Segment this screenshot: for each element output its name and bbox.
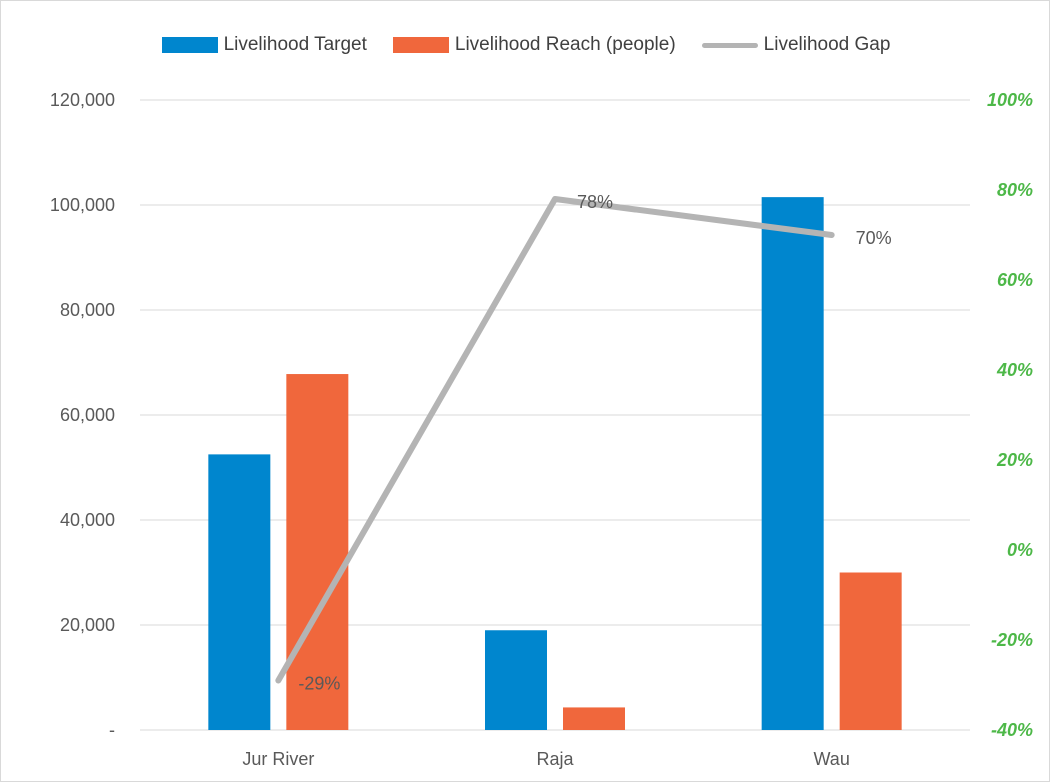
bar-target <box>485 630 547 730</box>
y-right-tick-label: 100% <box>987 90 1033 110</box>
y-left-tick-label: 20,000 <box>60 615 115 635</box>
legend-label-target: Livelihood Target <box>223 34 367 55</box>
bar-reach <box>839 572 902 730</box>
line-gap-data-label: 70% <box>856 228 892 248</box>
y-right-tick-label: 0% <box>1007 540 1033 560</box>
y-right-tick-label: 20% <box>996 450 1033 470</box>
line-gap <box>275 196 835 684</box>
y-left-tick-label: 120,000 <box>50 90 115 110</box>
legend-label-gap: Livelihood Gap <box>763 34 891 55</box>
y-left-tick-label: 80,000 <box>60 300 115 320</box>
y-left-tick-label: 40,000 <box>60 510 115 530</box>
chart-legend: Livelihood Target Livelihood Reach (peop… <box>0 34 1052 56</box>
y-right-tick-label: 80% <box>997 180 1033 200</box>
legend-label-reach: Livelihood Reach (people) <box>454 34 676 55</box>
line-gap-data-label: 78% <box>577 192 613 212</box>
y-right-tick-label: -40% <box>991 720 1033 740</box>
legend-swatch-target <box>161 37 218 53</box>
legend-item-gap: Livelihood Gap <box>701 34 891 56</box>
bar-target <box>761 197 824 730</box>
line-gap-data-label: -29% <box>298 674 340 694</box>
y-right-tick-label: 60% <box>997 270 1033 290</box>
y-right-tick-label: -20% <box>991 630 1033 650</box>
legend-swatch-reach <box>392 37 449 53</box>
y-left-tick-label: - <box>109 720 115 740</box>
x-tick-label: Raja <box>536 749 574 769</box>
bar-target <box>208 454 271 730</box>
legend-item-reach: Livelihood Reach (people) <box>392 34 676 56</box>
y-left-tick-label: 100,000 <box>50 195 115 215</box>
legend-swatch-gap <box>701 42 758 48</box>
bar-reach <box>563 707 625 730</box>
x-tick-label: Jur River <box>242 749 314 769</box>
y-right-tick-label: 40% <box>996 360 1033 380</box>
y-left-tick-label: 60,000 <box>60 405 115 425</box>
legend-item-target: Livelihood Target <box>161 34 367 56</box>
bar-reach <box>286 374 349 730</box>
x-tick-label: Wau <box>813 749 849 769</box>
